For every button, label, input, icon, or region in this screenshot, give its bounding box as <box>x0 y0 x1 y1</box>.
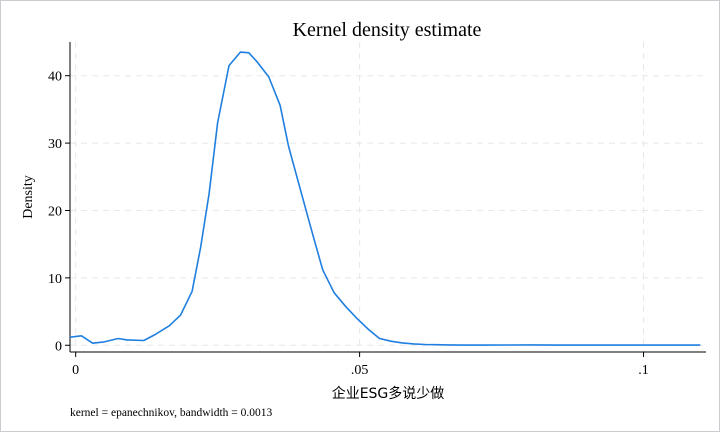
y-tick-label: 10 <box>48 272 62 287</box>
x-tick-label: .05 <box>351 363 369 378</box>
y-tick-label: 40 <box>48 70 62 85</box>
x-axis-label: 企业ESG多说少做 <box>332 385 445 402</box>
y-tick-label: 0 <box>55 339 62 354</box>
y-tick-label: 30 <box>48 137 62 152</box>
chart-title: Kernel density estimate <box>293 19 482 41</box>
y-axis-label: Density <box>21 175 36 219</box>
gridlines <box>70 42 706 352</box>
chart-note: kernel = epanechnikov, bandwidth = 0.001… <box>70 407 272 419</box>
plot-area <box>69 51 701 346</box>
y-tick-label: 20 <box>48 204 62 219</box>
ticks: 0 10 20 30 40 0 .05 .1 <box>48 70 649 378</box>
x-tick-label: 0 <box>72 363 79 378</box>
x-tick-label: .1 <box>638 363 649 378</box>
density-line <box>69 51 701 346</box>
axes <box>69 42 706 353</box>
